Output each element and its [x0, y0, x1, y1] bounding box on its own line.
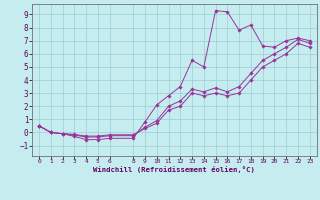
X-axis label: Windchill (Refroidissement éolien,°C): Windchill (Refroidissement éolien,°C)	[93, 166, 255, 173]
